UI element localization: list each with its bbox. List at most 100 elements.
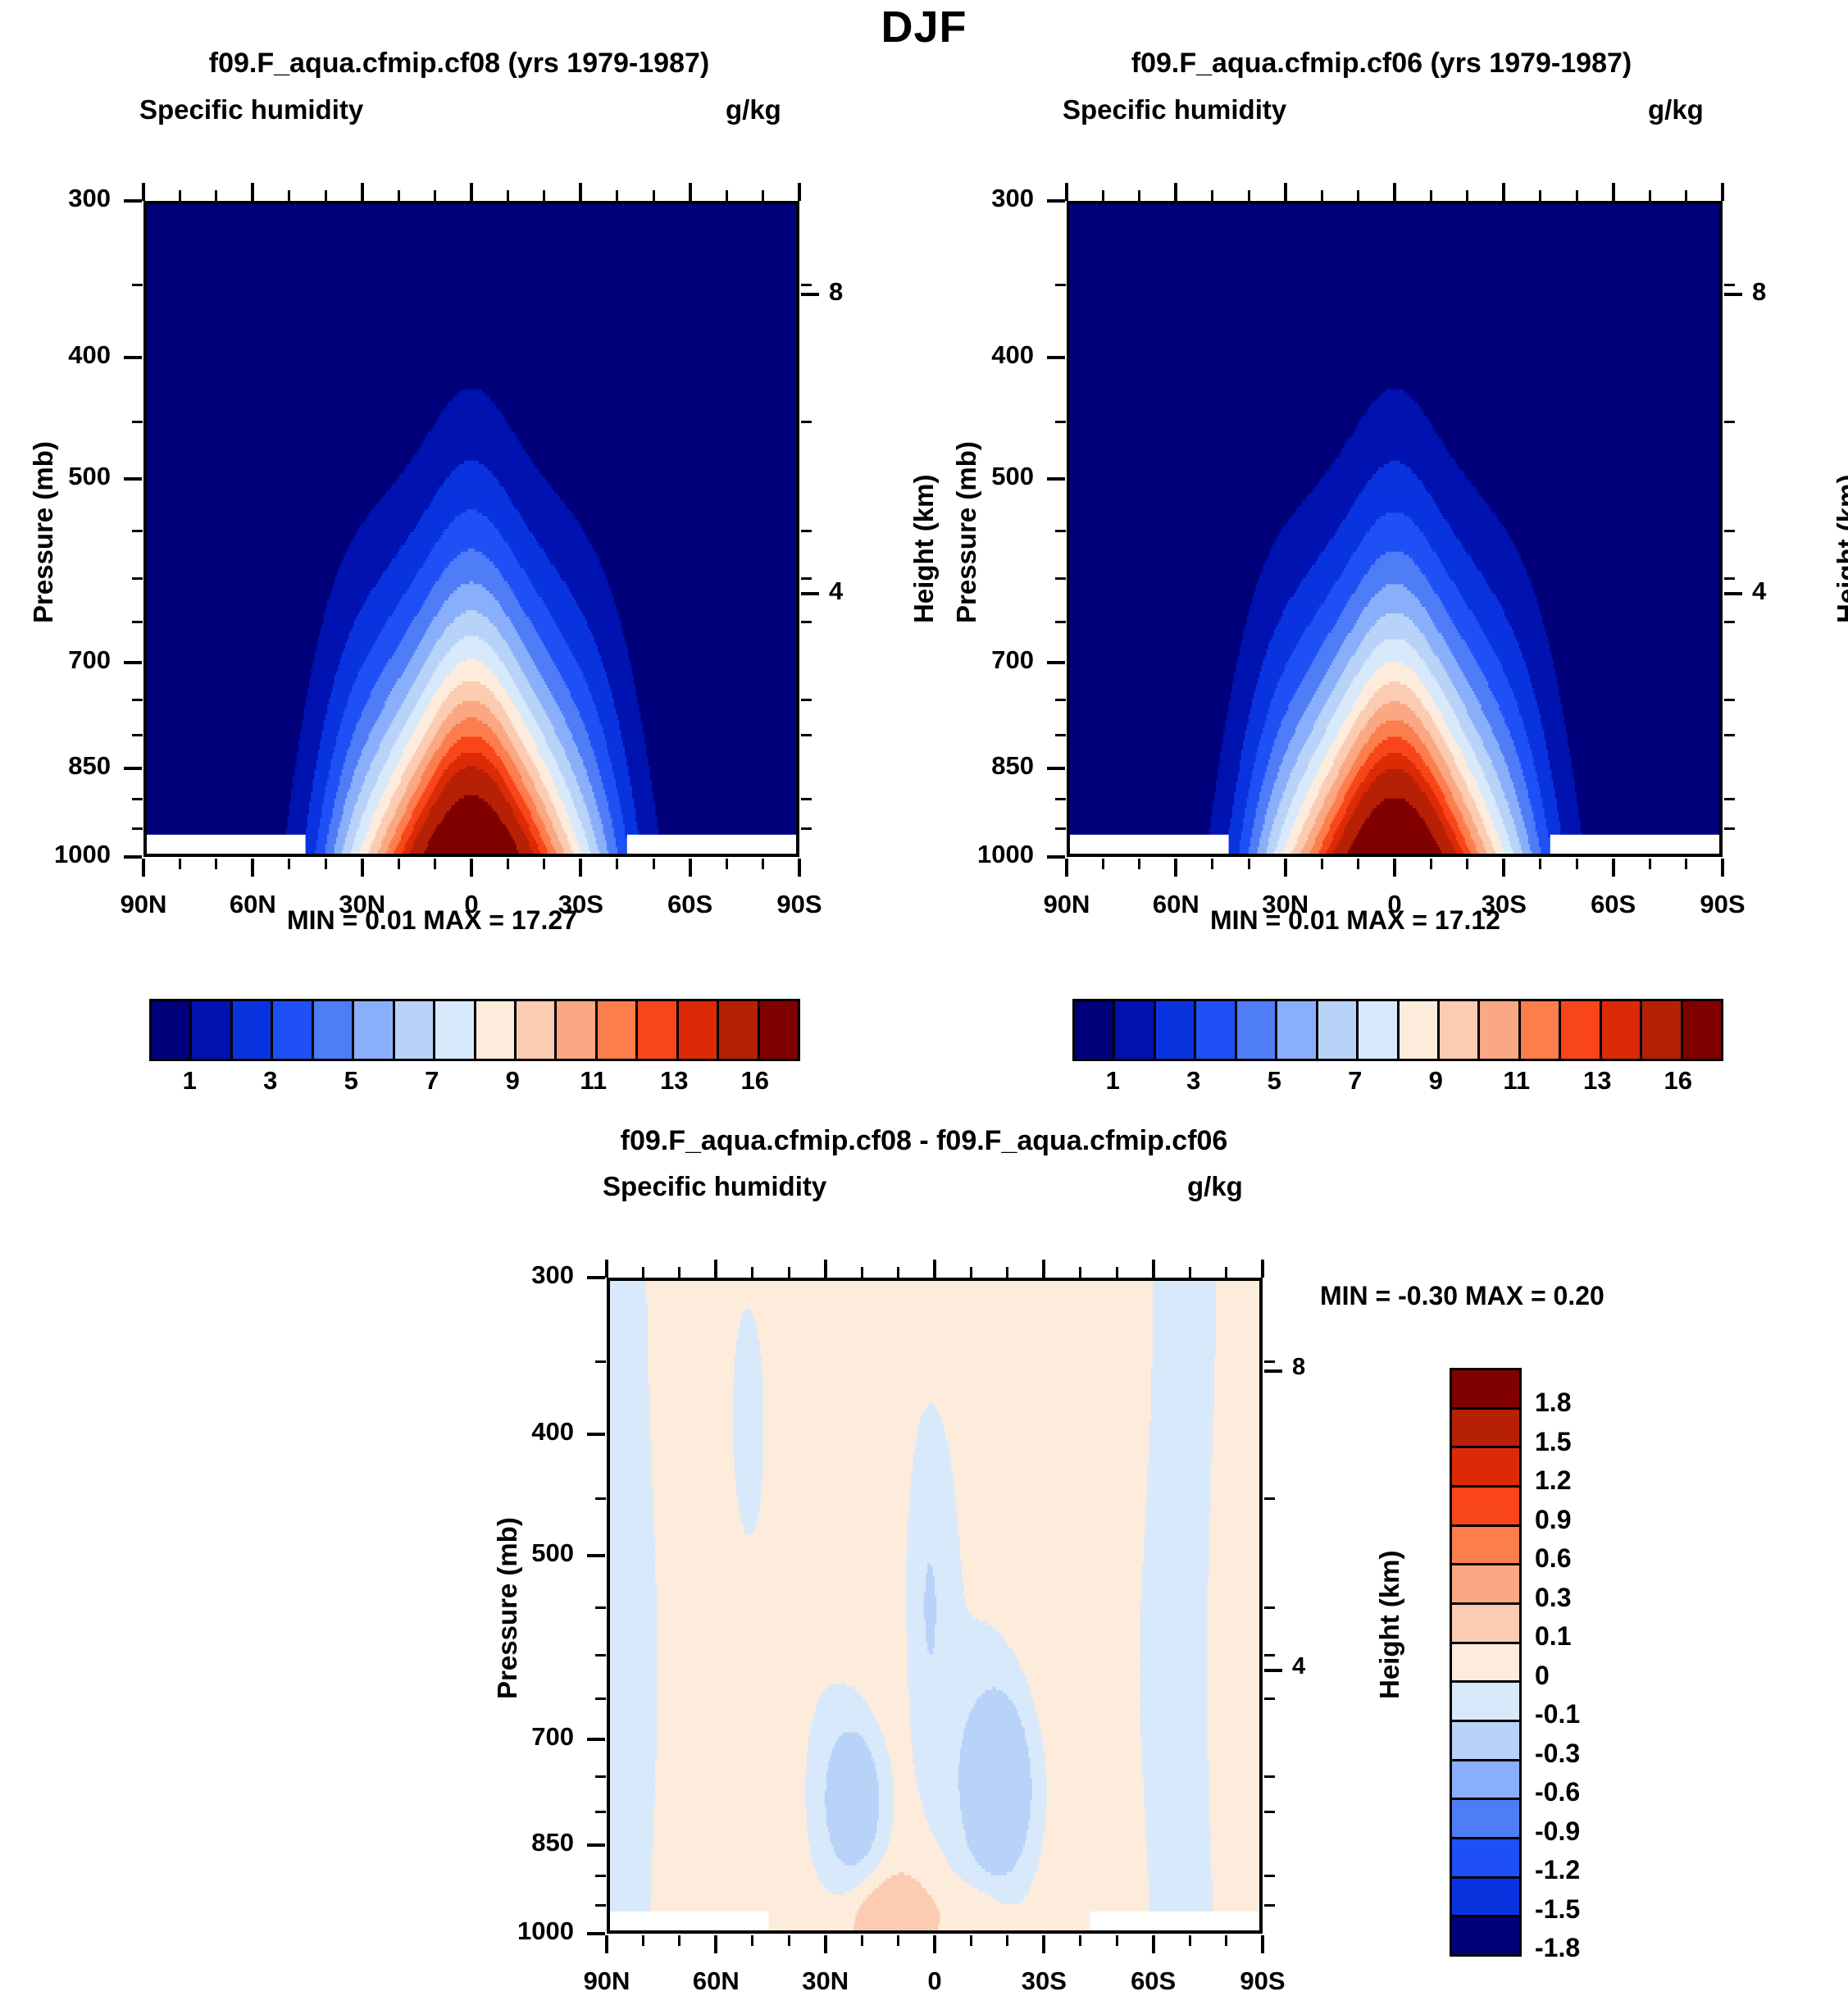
lat-tick-top	[1174, 183, 1177, 201]
height-minor-tick	[1264, 1654, 1275, 1656]
lat-minor-tick-top	[179, 190, 181, 201]
colorbar-swatch	[1075, 1001, 1115, 1059]
left-contour-plot[interactable]	[143, 201, 799, 857]
pressure-minor-tick	[595, 1497, 606, 1500]
height-minor-tick	[1724, 577, 1735, 580]
pressure-minor-tick	[1055, 827, 1066, 830]
colorbar-swatch	[1452, 1488, 1519, 1527]
colorbar-swatch	[1452, 1605, 1519, 1644]
lat-minor-tick-top	[1189, 1267, 1191, 1278]
right-y2label: Height (km)	[1832, 475, 1848, 624]
left-colorbar[interactable]	[149, 999, 800, 1061]
height-minor-tick	[1724, 530, 1735, 532]
colorbar-swatch	[1452, 1370, 1519, 1410]
height-minor-tick	[1264, 1775, 1275, 1778]
pressure-tick	[1047, 477, 1065, 481]
pressure-tick	[587, 1276, 605, 1279]
lat-minor-tick-bottom	[1006, 1935, 1008, 1946]
lat-tick-label: 60N	[195, 890, 310, 919]
diff-colorbar[interactable]	[1450, 1368, 1522, 1957]
lat-minor-tick-bottom	[1225, 1935, 1227, 1946]
height-tick	[801, 592, 819, 595]
page-title: DJF	[0, 2, 1848, 52]
height-minor-tick	[1724, 284, 1735, 286]
lat-minor-tick-top	[726, 190, 728, 201]
pressure-tick-label: 700	[4, 645, 111, 675]
colorbar-tick-label: 5	[314, 1066, 388, 1096]
left-panel-title: f09.F_aqua.cfmip.cf08 (yrs 1979-1987)	[49, 48, 869, 80]
lat-minor-tick-bottom	[788, 1935, 790, 1946]
lat-tick-label: 90S	[1665, 890, 1780, 919]
pressure-minor-tick	[595, 1654, 606, 1656]
height-minor-tick	[1264, 1698, 1275, 1700]
height-minor-tick	[1264, 1904, 1275, 1907]
colorbar-swatch	[719, 1001, 759, 1059]
pressure-minor-tick	[1055, 798, 1066, 800]
pressure-minor-tick	[1055, 421, 1066, 423]
lat-minor-tick-top	[751, 1267, 753, 1278]
lat-minor-tick-bottom	[1649, 859, 1651, 869]
pressure-minor-tick	[595, 1698, 606, 1700]
lat-minor-tick-top	[762, 190, 764, 201]
lat-minor-tick-bottom	[726, 859, 728, 869]
lat-minor-tick-top	[1649, 190, 1651, 201]
colorbar-tick-label: 16	[718, 1066, 792, 1096]
colorbar-tick-label: 7	[1318, 1066, 1392, 1096]
lat-minor-tick-top	[1138, 190, 1140, 201]
lat-tick-bottom	[714, 1935, 717, 1953]
colorbar-tick-label: 0	[1535, 1661, 1550, 1691]
lat-tick-top	[798, 183, 801, 201]
colorbar-swatch	[760, 1001, 798, 1059]
pressure-minor-tick	[132, 621, 143, 623]
colorbar-tick-label: 0.6	[1535, 1543, 1571, 1574]
lat-tick-top	[1721, 183, 1724, 201]
pressure-tick	[124, 767, 142, 770]
right-contour-plot[interactable]	[1067, 201, 1723, 857]
colorbar-tick-label: 13	[637, 1066, 711, 1096]
right-units-label: g/kg	[1648, 94, 1704, 125]
pressure-minor-tick	[132, 284, 143, 286]
colorbar-swatch	[1452, 1761, 1519, 1801]
lat-tick-bottom	[1065, 859, 1068, 877]
pressure-tick	[124, 661, 142, 664]
lat-minor-tick-bottom	[1685, 859, 1687, 869]
lat-tick-bottom	[605, 1935, 608, 1953]
colorbar-swatch	[395, 1001, 435, 1059]
lat-tick-bottom	[251, 859, 254, 877]
lat-tick-top	[251, 183, 254, 201]
right-colorbar[interactable]	[1072, 999, 1723, 1061]
colorbar-swatch	[1452, 1917, 1519, 1954]
lat-tick-top	[1152, 1260, 1155, 1278]
height-minor-tick	[801, 577, 812, 580]
diff-contour-plot[interactable]	[607, 1278, 1263, 1934]
lat-tick-bottom	[1284, 859, 1287, 877]
height-minor-tick	[801, 798, 812, 800]
lat-tick-label: 30N	[305, 890, 420, 919]
pressure-minor-tick	[595, 1775, 606, 1778]
lat-tick-label: 30S	[986, 1966, 1101, 1996]
left-units-label: g/kg	[726, 94, 781, 125]
pressure-tick-label: 850	[927, 751, 1034, 781]
lat-tick-bottom	[142, 859, 145, 877]
lat-minor-tick-bottom	[642, 1935, 644, 1946]
pressure-minor-tick	[595, 1811, 606, 1813]
pressure-tick	[1047, 199, 1065, 203]
colorbar-swatch	[1277, 1001, 1318, 1059]
lat-minor-tick-top	[1321, 190, 1323, 201]
pressure-tick	[587, 1843, 605, 1847]
colorbar-swatch	[1452, 1800, 1519, 1839]
lat-tick-bottom	[470, 859, 473, 877]
height-tick	[1264, 1669, 1282, 1672]
lat-minor-tick-bottom	[897, 1935, 899, 1946]
lat-minor-tick-top	[861, 1267, 863, 1278]
colorbar-swatch	[1642, 1001, 1682, 1059]
lat-minor-tick-top	[398, 190, 400, 201]
lat-minor-tick-bottom	[1138, 859, 1140, 869]
lat-minor-tick-bottom	[1211, 859, 1213, 869]
colorbar-tick-label: -0.9	[1535, 1816, 1580, 1847]
pressure-minor-tick	[1055, 577, 1066, 580]
colorbar-tick-label: 0.1	[1535, 1621, 1571, 1652]
lat-minor-tick-bottom	[215, 859, 217, 869]
colorbar-swatch	[1452, 1839, 1519, 1879]
lat-minor-tick-bottom	[762, 859, 764, 869]
